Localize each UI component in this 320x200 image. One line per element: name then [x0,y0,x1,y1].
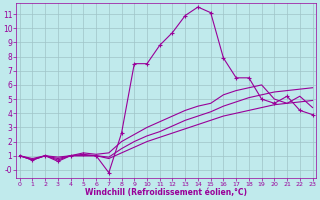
X-axis label: Windchill (Refroidissement éolien,°C): Windchill (Refroidissement éolien,°C) [85,188,247,197]
